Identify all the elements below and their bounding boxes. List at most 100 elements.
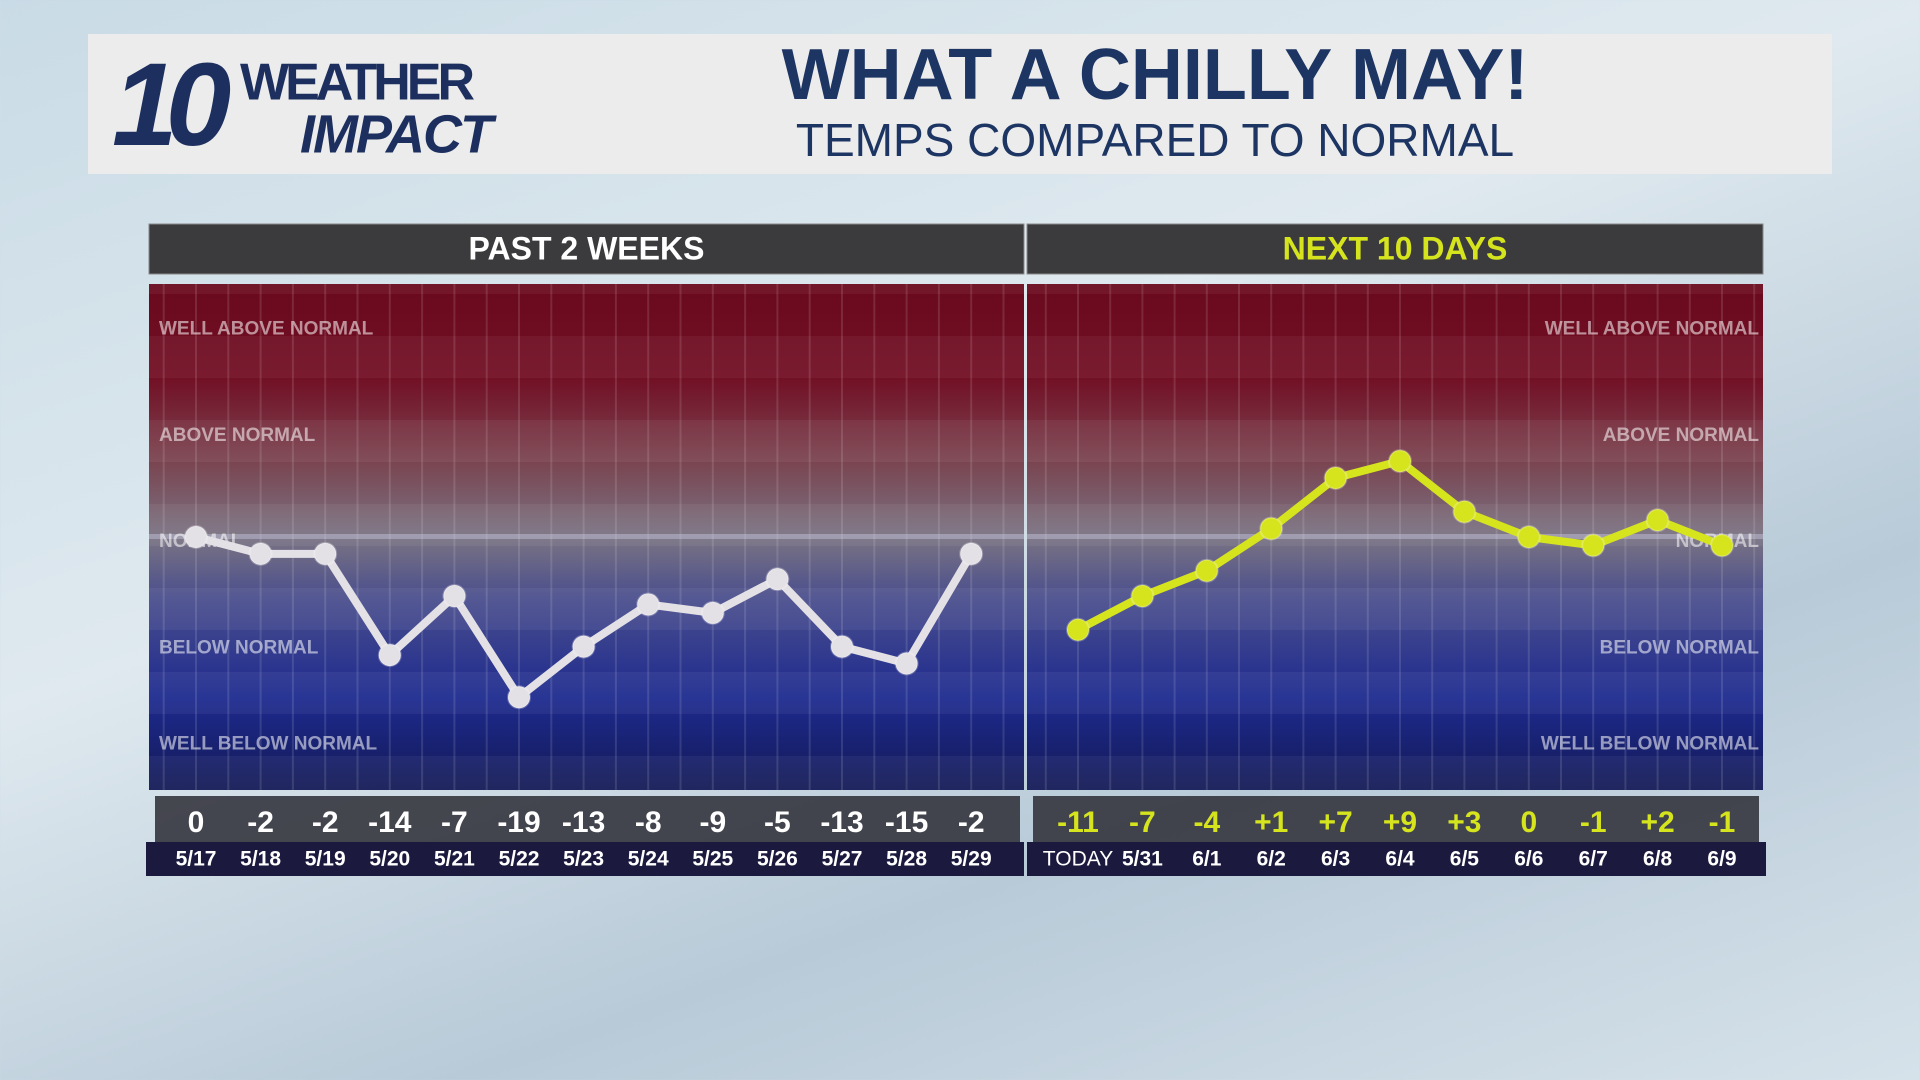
band-label: BELOW NORMAL [1600, 637, 1760, 658]
data-point [894, 651, 919, 676]
date-label: 6/7 [1579, 848, 1608, 871]
date-label: 5/23 [563, 848, 604, 871]
value-label: -14 [368, 806, 412, 839]
data-point [1130, 584, 1155, 609]
value-label: -11 [1057, 806, 1099, 839]
data-point [571, 634, 596, 659]
data-point [636, 592, 661, 617]
value-label: -2 [312, 806, 339, 839]
date-label: 5/17 [176, 848, 217, 871]
date-label: 6/3 [1321, 848, 1350, 871]
date-label: 5/31 [1122, 848, 1163, 871]
data-point [1516, 525, 1541, 549]
normal-strip [149, 534, 1024, 539]
value-label: -13 [820, 806, 863, 839]
logo-top: WEATHER [240, 54, 474, 112]
date-label: 6/2 [1257, 848, 1286, 871]
value-label: 0 [1520, 806, 1537, 839]
value-label: +1 [1254, 806, 1288, 839]
value-row [155, 796, 1020, 842]
data-point [1581, 533, 1606, 558]
title: WHAT A CHILLY MAY! [782, 35, 1529, 115]
subtitle: TEMPS COMPARED TO NORMAL [796, 114, 1514, 166]
date-label: TODAY [1043, 848, 1113, 871]
value-label: -2 [247, 806, 274, 839]
value-label: -8 [635, 806, 662, 839]
data-point [184, 525, 208, 549]
date-label: 5/20 [369, 848, 410, 871]
header-box [88, 34, 1832, 174]
value-row [1033, 796, 1759, 842]
value-label: -1 [1580, 806, 1607, 839]
value-label: -5 [764, 806, 791, 839]
date-label: 5/21 [434, 848, 475, 871]
value-label: -7 [1129, 806, 1156, 839]
value-label: -2 [958, 806, 985, 839]
panel-title: NEXT 10 DAYS [1283, 230, 1508, 266]
value-label: +3 [1447, 806, 1481, 839]
data-point [1194, 558, 1219, 583]
data-point [1710, 533, 1734, 558]
data-point [765, 567, 790, 592]
value-label: -15 [885, 806, 928, 839]
date-label: 5/24 [628, 848, 669, 871]
date-label: 5/22 [499, 848, 540, 871]
date-label: 6/4 [1385, 848, 1415, 871]
logo-number: 10 [112, 39, 231, 171]
charts: PAST 2 WEEKS WELL ABOVE NORMAL ABOVE NORMA… [146, 223, 1766, 876]
date-label: 5/18 [240, 848, 281, 871]
value-label: -13 [562, 806, 605, 839]
date-label: 6/9 [1707, 848, 1736, 871]
data-point [1066, 617, 1090, 642]
date-row [1027, 842, 1766, 876]
date-label: 6/8 [1643, 848, 1673, 871]
value-label: +9 [1383, 806, 1417, 839]
data-point [442, 584, 467, 609]
data-point [830, 634, 854, 659]
data-point [377, 643, 402, 668]
data-point [700, 600, 725, 625]
value-label: -4 [1193, 806, 1220, 839]
band-label: ABOVE NORMAL [1603, 425, 1760, 446]
date-label: 5/19 [305, 848, 346, 871]
date-label: 5/25 [692, 848, 733, 871]
value-label: 0 [188, 806, 205, 839]
plot-stripes [1027, 284, 1763, 790]
band-label: WELL BELOW NORMAL [159, 733, 378, 754]
date-label: 6/1 [1192, 848, 1222, 871]
date-label: 6/5 [1450, 848, 1480, 871]
data-point [507, 685, 531, 710]
panel-title-bar [1026, 223, 1764, 275]
panel-title-bar [148, 223, 1025, 275]
value-label: +7 [1318, 806, 1352, 839]
date-label: 5/27 [822, 848, 863, 871]
logo-bottom: IMPACT [300, 104, 497, 164]
normal-strip [1027, 534, 1763, 539]
band-label: BELOW NORMAL [159, 637, 319, 658]
band-label: WELL BELOW NORMAL [1541, 733, 1760, 754]
data-point [1645, 508, 1670, 533]
data-point [313, 541, 338, 566]
data-point [1323, 465, 1348, 490]
value-label: -9 [699, 806, 726, 839]
data-point [1388, 449, 1412, 474]
date-row [146, 842, 1024, 876]
value-label: -7 [441, 806, 468, 839]
value-label: +2 [1640, 806, 1674, 839]
value-label: -1 [1709, 806, 1736, 839]
panel-title: PAST 2 WEEKS [469, 230, 705, 266]
band-label: ABOVE NORMAL [159, 425, 316, 446]
value-label: -19 [497, 806, 540, 839]
data-point [959, 541, 984, 566]
date-label: 6/6 [1514, 848, 1543, 871]
band-label: WELL ABOVE NORMAL [159, 319, 374, 340]
band-label: WELL ABOVE NORMAL [1545, 319, 1760, 340]
date-label: 5/29 [951, 848, 992, 871]
data-point [1259, 516, 1284, 541]
plot-stripes [149, 284, 1024, 790]
date-label: 5/28 [886, 848, 927, 871]
date-label: 5/26 [757, 848, 798, 871]
data-point [248, 541, 273, 566]
